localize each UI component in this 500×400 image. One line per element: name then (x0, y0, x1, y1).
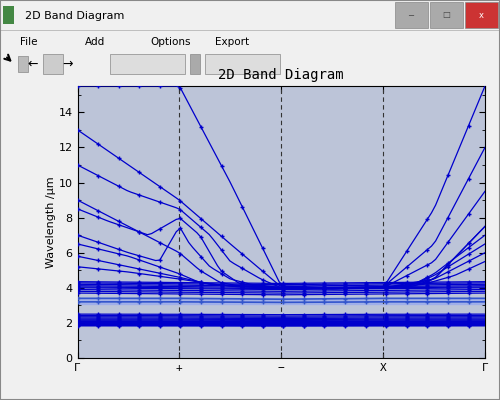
Y-axis label: Wavelength /μm: Wavelength /μm (46, 176, 56, 268)
FancyBboxPatch shape (190, 54, 200, 74)
Bar (430, 2, 462, 28)
Text: ─: ─ (408, 10, 414, 20)
Bar (395, 2, 428, 28)
Text: Options: Options (150, 37, 190, 47)
Text: File: File (20, 37, 38, 47)
Text: ←: ← (27, 58, 38, 70)
FancyBboxPatch shape (205, 54, 280, 74)
Text: □: □ (442, 10, 450, 20)
Text: →: → (62, 58, 73, 70)
Text: Add: Add (85, 37, 105, 47)
FancyBboxPatch shape (110, 54, 185, 74)
Bar (465, 2, 498, 28)
Text: 2D Band Diagram: 2D Band Diagram (18, 11, 124, 20)
Title: 2D Band Diagram: 2D Band Diagram (218, 68, 344, 82)
Text: x: x (478, 10, 484, 20)
Text: Export: Export (215, 37, 249, 47)
Bar (18, 56, 28, 72)
FancyBboxPatch shape (42, 54, 62, 74)
Bar (2, 6, 14, 24)
